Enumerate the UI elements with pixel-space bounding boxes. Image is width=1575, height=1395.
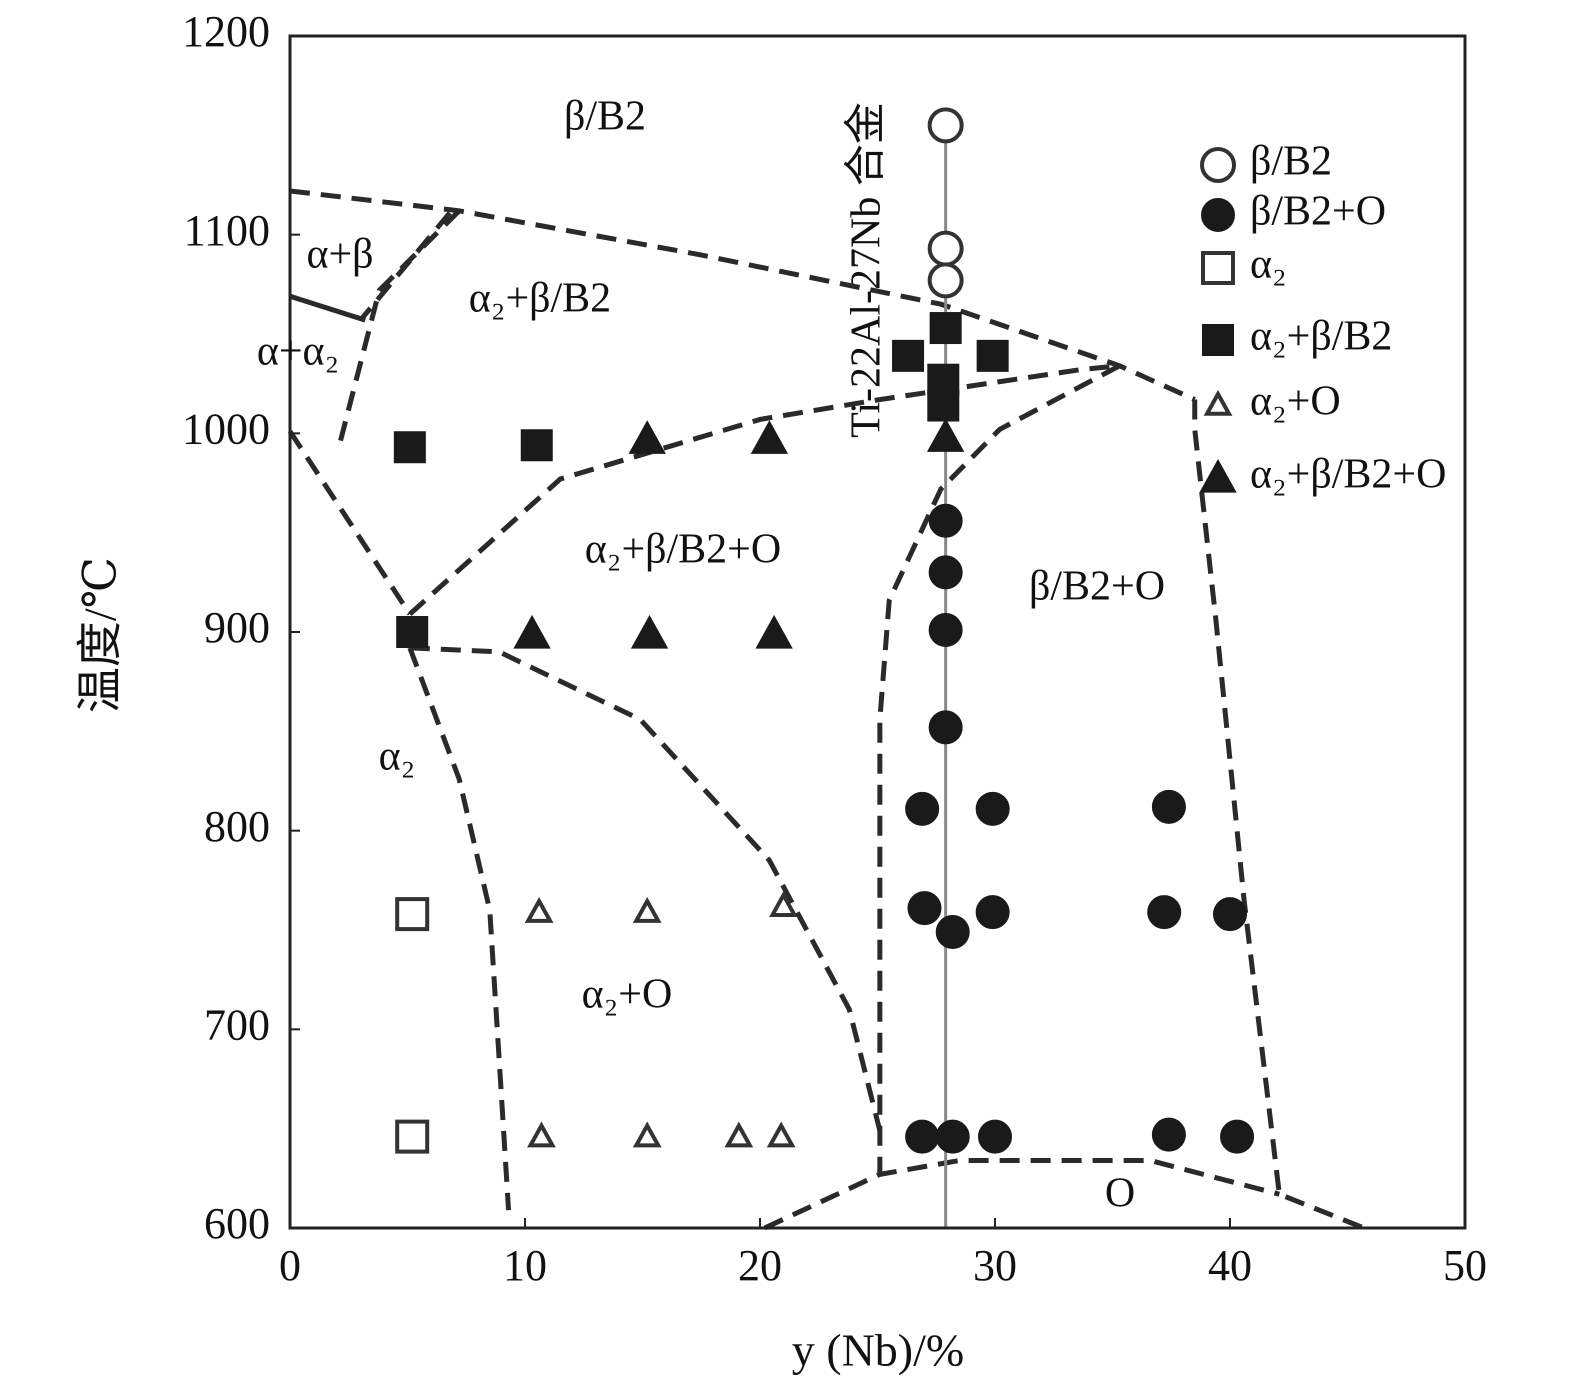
data-point <box>926 418 965 452</box>
data-point <box>935 914 970 949</box>
data-point <box>929 312 962 345</box>
data-point <box>975 791 1010 826</box>
phase-boundary <box>1192 399 1365 1231</box>
legend-marker <box>1202 324 1234 356</box>
data-point <box>905 791 940 826</box>
phase-boundary <box>409 645 883 1132</box>
phase-boundary <box>877 363 1121 1175</box>
region-label: O <box>1105 1171 1135 1217</box>
x-tick-label: 40 <box>1208 1241 1252 1290</box>
alloy-label: Ti-22Al-27Nb 合金 <box>843 102 890 438</box>
data-point <box>1147 895 1182 930</box>
data-point <box>395 897 430 932</box>
phase-boundary <box>287 429 412 616</box>
legend-marker <box>1203 389 1233 416</box>
data-point <box>630 614 669 649</box>
data-point <box>928 613 963 648</box>
phase-boundary <box>336 209 461 446</box>
data-point <box>928 555 963 590</box>
data-point <box>724 1121 754 1148</box>
data-point <box>527 1121 556 1148</box>
data-point <box>396 616 429 648</box>
data-point <box>927 389 960 422</box>
region-label: α+β <box>306 232 373 278</box>
data-point <box>520 429 553 462</box>
data-point <box>927 262 964 299</box>
data-point <box>905 1119 940 1154</box>
data-point <box>395 1119 430 1154</box>
region-label: β/B2+O <box>1029 564 1165 610</box>
x-tick-label: 30 <box>973 1241 1017 1290</box>
legend-label: α₂+O <box>1250 379 1341 425</box>
data-point <box>927 107 964 144</box>
region-label: α₂+β/B2 <box>469 276 611 322</box>
phase-boundary <box>408 363 1120 616</box>
region-label: α₂ <box>379 734 416 780</box>
data-point <box>976 339 1009 372</box>
data-point <box>1151 1117 1186 1152</box>
data-point <box>935 1119 970 1154</box>
x-tick-label: 20 <box>738 1241 782 1290</box>
region-label: α+α₂ <box>257 329 339 375</box>
x-tick-label: 0 <box>279 1241 301 1290</box>
data-point <box>393 431 426 464</box>
y-tick-label: 600 <box>204 1199 270 1248</box>
data-point <box>978 1119 1012 1154</box>
phase-boundary <box>358 211 452 322</box>
data-point <box>632 1121 662 1148</box>
data-point <box>755 614 793 649</box>
data-point <box>1220 1119 1255 1154</box>
data-point <box>892 339 925 372</box>
region-label: α₂+β/B2+O <box>585 527 781 573</box>
region-label: β/B2 <box>564 94 646 140</box>
data-point <box>907 891 942 926</box>
phase-boundary <box>763 1157 1280 1231</box>
plot-frame <box>288 34 1467 1230</box>
y-tick-label: 1200 <box>182 7 270 56</box>
legend-label: α₂+β/B2+O <box>1250 452 1446 498</box>
legend-label: β/B2 <box>1250 139 1332 185</box>
region-label: α₂+O <box>582 972 673 1018</box>
data-point <box>1151 789 1186 824</box>
phase-boundary <box>289 293 366 323</box>
data-point <box>928 503 963 538</box>
x-tick-label: 10 <box>503 1241 547 1290</box>
y-tick-label: 1000 <box>182 404 270 453</box>
phase-boundary <box>289 188 1196 402</box>
y-tick-label: 800 <box>204 802 270 851</box>
legend-label: β/B2+O <box>1250 189 1386 235</box>
data-point <box>524 897 554 923</box>
data-point <box>750 420 789 454</box>
data-point <box>628 420 666 454</box>
y-tick-label: 900 <box>204 603 270 652</box>
data-point <box>513 614 551 649</box>
data-point <box>632 897 662 923</box>
x-tick-label: 50 <box>1443 1241 1487 1290</box>
data-point <box>975 895 1010 930</box>
legend-marker <box>1201 251 1235 285</box>
legend-marker <box>1199 458 1237 493</box>
legend-marker <box>1201 198 1235 232</box>
data-point <box>1213 897 1247 932</box>
data-point <box>769 891 798 917</box>
legend-label: α₂ <box>1250 242 1287 288</box>
data-point <box>928 710 963 745</box>
x-axis-label: y (Nb)/% <box>792 1325 964 1376</box>
y-tick-label: 1100 <box>184 206 270 255</box>
data-point <box>927 230 964 267</box>
phase-boundary <box>407 647 512 1211</box>
y-axis-label: 温度/℃ <box>75 557 126 713</box>
legend-marker <box>1200 147 1236 183</box>
y-tick-label: 700 <box>204 1000 270 1049</box>
data-point <box>766 1121 796 1148</box>
legend-label: α₂+β/B2 <box>1250 314 1392 360</box>
